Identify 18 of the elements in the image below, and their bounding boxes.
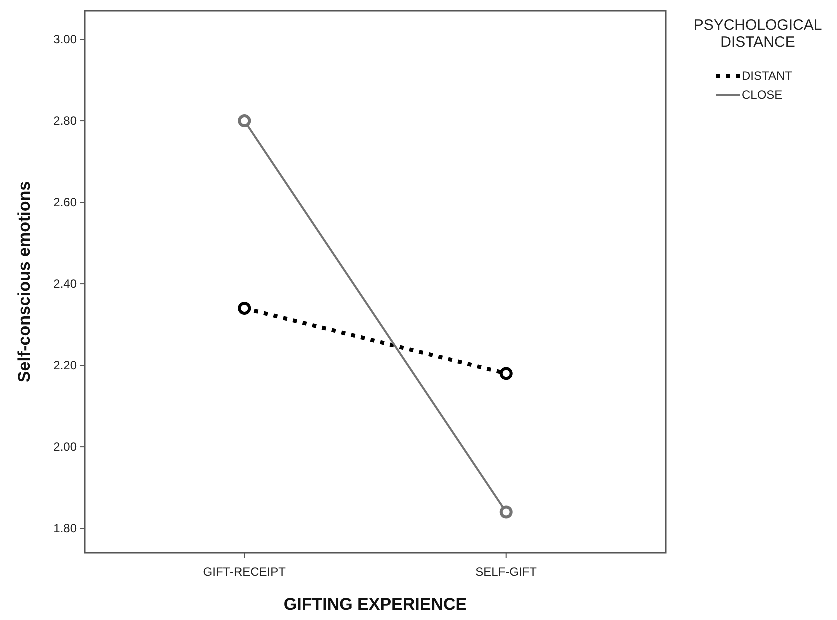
y-tick-label: 2.60 <box>54 196 78 210</box>
legend-label: CLOSE <box>742 88 783 102</box>
legend-title: PSYCHOLOGICAL DISTANCE <box>694 17 822 51</box>
y-tick-label: 2.20 <box>54 358 78 373</box>
point <box>238 302 252 315</box>
point <box>500 506 513 519</box>
y-tick-label: 2.80 <box>54 114 78 128</box>
y-tick-label: 3.00 <box>54 32 78 47</box>
x-tick-label: GIFT-RECEIPT <box>203 565 287 579</box>
x-tick-label: SELF-GIFT <box>476 565 538 579</box>
y-tick-label: 2.00 <box>54 440 78 454</box>
point <box>500 367 513 380</box>
point <box>238 114 252 128</box>
legend-label: DISTANT <box>742 69 794 84</box>
y-tick-label: 2.40 <box>54 277 78 292</box>
y-tick-label: 1.80 <box>54 522 78 536</box>
x-axis-title: GIFTING EXPERIENCE <box>284 595 468 614</box>
y-axis-title: Self-conscious emotions <box>15 181 34 383</box>
